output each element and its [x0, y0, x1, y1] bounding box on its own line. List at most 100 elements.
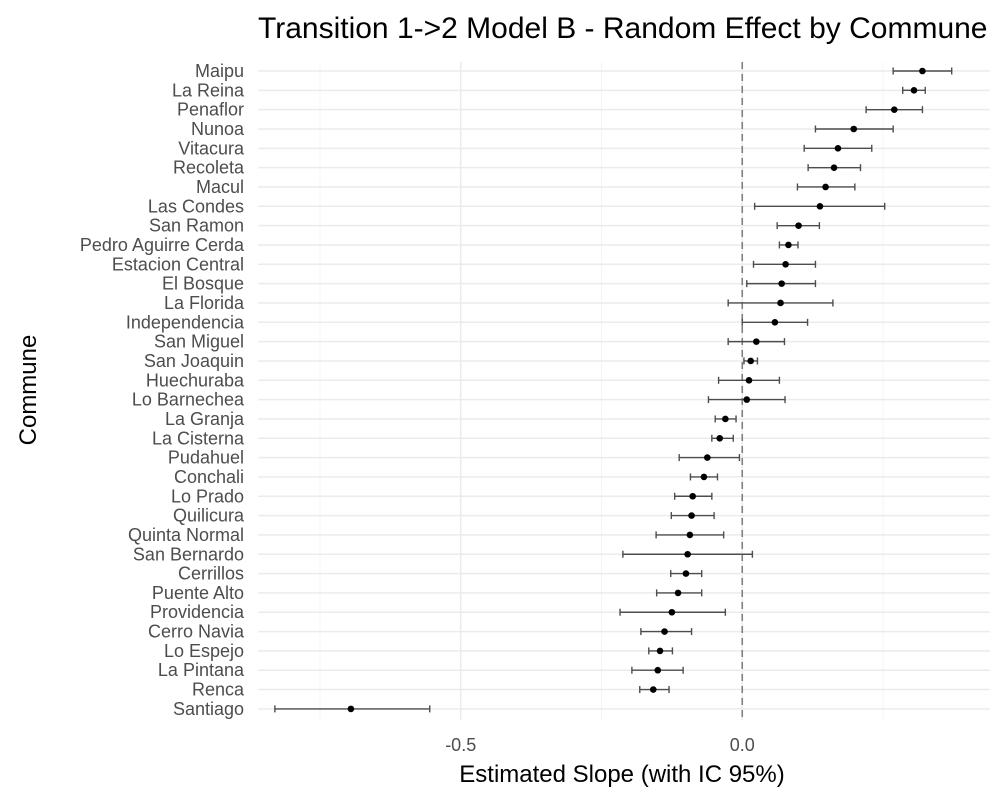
errorbar-providencia: [619, 608, 727, 616]
estimate-point: [674, 589, 682, 597]
x-tick-label: 0.0: [730, 735, 755, 755]
y-tick-label: Puente Alto: [152, 583, 244, 603]
errorbar-san-miguel: [727, 338, 786, 346]
y-tick-label: Providencia: [150, 602, 245, 622]
y-tick-label: Nunoa: [191, 119, 245, 139]
y-tick-label: Maipu: [195, 61, 244, 81]
estimate-point: [745, 376, 753, 384]
estimate-point: [782, 261, 789, 268]
y-tick-label: Santiago: [173, 699, 244, 719]
estimate-point: [716, 434, 724, 442]
errorbar-cerrillos: [670, 570, 703, 578]
errorbar-la-florida: [727, 299, 834, 307]
errorbar-lo-prado: [673, 492, 713, 500]
estimate-point: [689, 492, 696, 500]
estimate-point: [890, 106, 898, 113]
estimate-point: [778, 280, 785, 287]
errorbar-estacion-central: [752, 260, 817, 268]
chart-title: Transition 1->2 Model B - Random Effect …: [258, 12, 988, 45]
errorbar-pudahuel: [678, 454, 741, 462]
errorbar-la-pintana: [631, 666, 684, 674]
y-tick-label: Recoleta: [173, 158, 245, 178]
y-axis-title: Commune: [15, 335, 42, 446]
y-tick-label: Las Condes: [148, 196, 244, 216]
y-tick-label: Quinta Normal: [128, 525, 244, 545]
y-tick-label: Pedro Aguirre Cerda: [80, 235, 245, 255]
y-tick-label: Independencia: [126, 312, 245, 332]
estimate-point: [816, 203, 824, 210]
y-tick-label: Quilicura: [173, 506, 245, 526]
estimate-point: [684, 550, 691, 558]
errorbar-vitacura: [803, 144, 873, 152]
y-tick-label: Cerro Navia: [148, 622, 245, 642]
y-tick-label: Lo Barnechea: [132, 390, 245, 410]
errorbar-renca: [639, 686, 670, 694]
estimate-point: [722, 415, 729, 423]
estimate-point: [656, 647, 664, 655]
estimate-point: [795, 222, 802, 229]
y-tick-label: San Ramon: [149, 216, 244, 236]
y-tick-label: La Reina: [172, 80, 245, 100]
estimate-point: [834, 145, 842, 152]
y-tick-label: Pudahuel: [168, 448, 244, 468]
estimate-point: [700, 473, 708, 481]
y-tick-label: Macul: [196, 177, 244, 197]
errorbar-santiago: [274, 705, 431, 713]
y-tick-label: Vitacura: [178, 138, 245, 158]
errorbar-lo-barnechea: [707, 396, 786, 404]
estimate-point: [777, 299, 784, 307]
errorbar-conchali: [689, 473, 719, 481]
y-tick-label: Lo Prado: [171, 486, 244, 506]
y-tick-label: El Bosque: [162, 274, 244, 294]
estimate-point: [654, 666, 662, 674]
estimate-point: [743, 396, 751, 403]
x-tick-labels: -0.5 0.0: [445, 735, 755, 755]
estimate-point: [910, 87, 918, 94]
errorbar-huechuraba: [717, 376, 781, 384]
grid-layer: [258, 62, 990, 720]
errorbar-independencia: [741, 318, 809, 326]
errorbar-la-cisterna: [711, 434, 734, 442]
errorbar-san-bernardo: [622, 550, 754, 558]
y-tick-label: La Florida: [164, 293, 245, 313]
y-tick-label: La Pintana: [158, 660, 245, 680]
x-tick-label: -0.5: [445, 735, 476, 755]
estimate-point: [649, 686, 657, 693]
y-tick-label: Penaflor: [177, 100, 244, 120]
y-tick-label: Lo Espejo: [164, 641, 244, 661]
errorbar-lo-espejo: [648, 647, 674, 655]
errorbar-macul: [796, 183, 856, 191]
y-tick-label: La Cisterna: [152, 428, 245, 448]
errorbar-cerro-navia: [640, 628, 693, 636]
estimate-point: [704, 454, 711, 461]
x-axis-title: Estimated Slope (with IC 95%): [459, 761, 784, 788]
y-tick-label: San Bernardo: [133, 544, 244, 564]
y-tick-label: Renca: [192, 680, 245, 700]
errorbar-la-granja: [714, 415, 737, 423]
y-tick-label: Estacion Central: [112, 254, 244, 274]
errorbar-nunoa: [814, 125, 894, 133]
estimate-point: [682, 570, 690, 577]
errorbar-las-condes: [753, 202, 886, 210]
estimate-point: [822, 183, 829, 191]
errorbar-pedro-aguirre-cerda: [778, 241, 799, 249]
estimate-point: [686, 531, 694, 539]
marks-layer: [274, 67, 953, 713]
errorbar-recoleta: [807, 164, 862, 172]
errorbar-quinta-normal: [655, 531, 725, 539]
errorbar-puente-alto: [655, 589, 703, 597]
estimate-point: [753, 338, 760, 345]
estimate-point: [850, 125, 858, 133]
errorbar-penaflor: [865, 106, 924, 114]
errorbar-maipu: [892, 67, 953, 75]
y-tick-label: Cerrillos: [178, 564, 244, 584]
y-tick-label: La Granja: [165, 409, 245, 429]
estimate-point: [347, 705, 355, 713]
estimate-point: [830, 164, 838, 171]
estimate-point: [661, 628, 668, 635]
y-tick-label: Conchali: [174, 467, 244, 487]
errorbar-el-bosque: [746, 280, 817, 288]
estimate-point: [688, 512, 695, 519]
